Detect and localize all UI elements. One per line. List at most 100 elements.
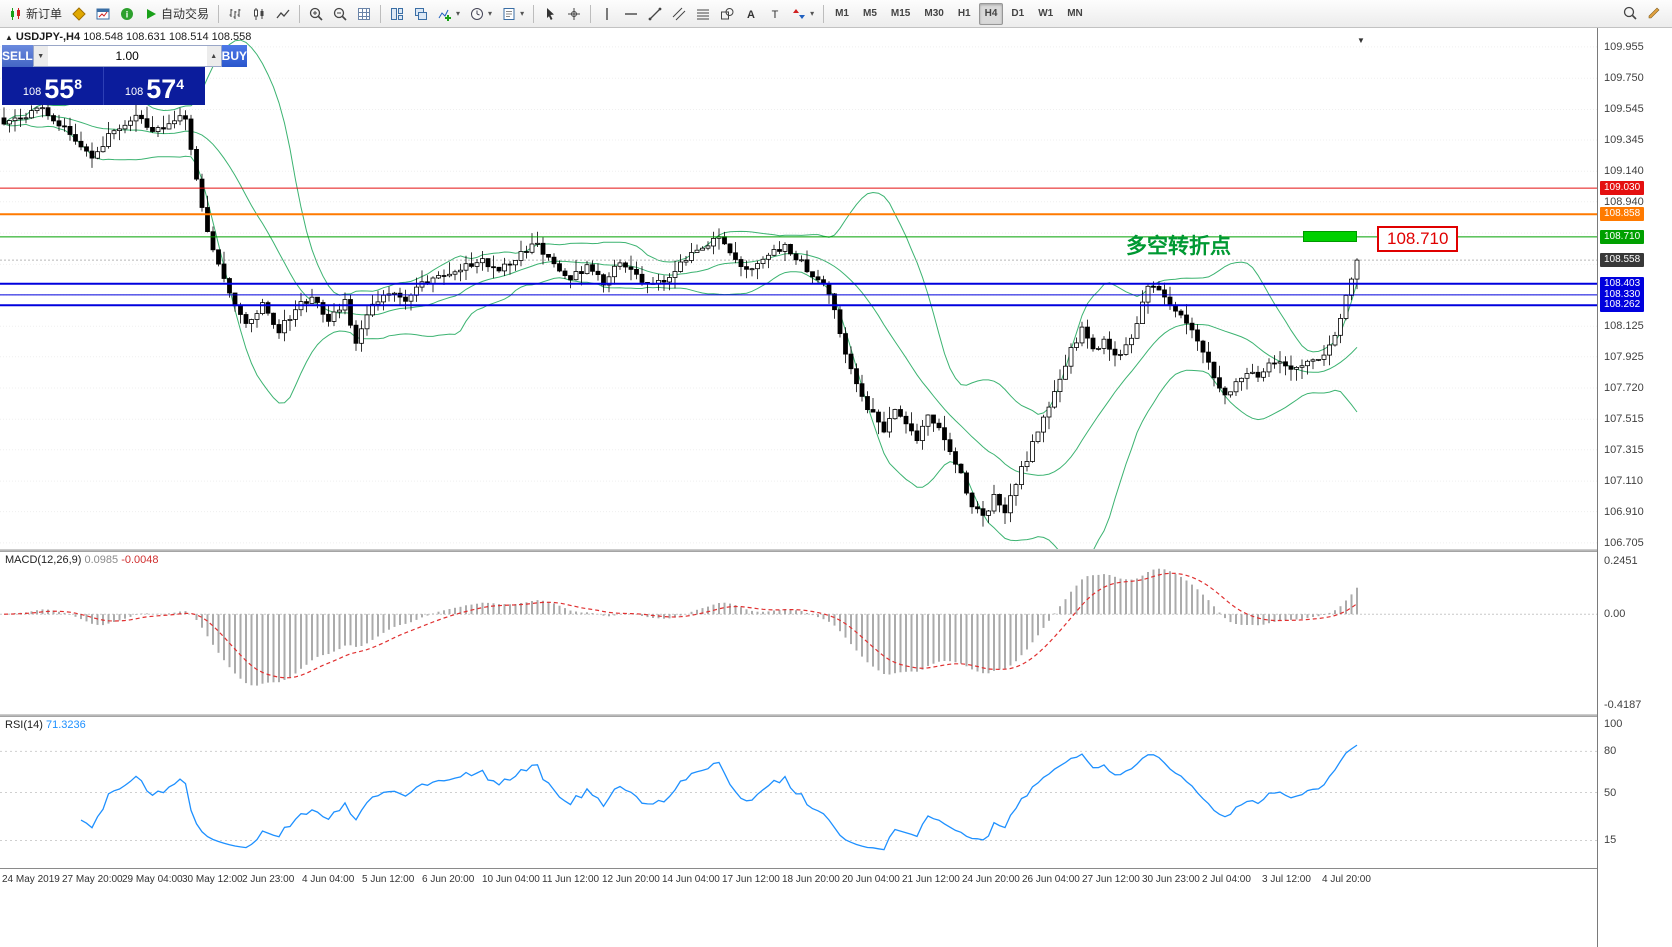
current-price-tag: 108.558 (1600, 253, 1645, 268)
macd-axis-label: -0.4187 (1604, 699, 1642, 711)
volume-decrease-button[interactable]: ▼ (33, 46, 48, 66)
panel-splitter[interactable] (0, 549, 1672, 552)
macd-panel[interactable] (0, 552, 1597, 714)
chart-annotation-text[interactable]: 多空转折点 (1126, 235, 1231, 258)
time-axis-label: 2 Jun 23:00 (242, 874, 295, 885)
arrows-button[interactable]: ▾ (788, 3, 818, 25)
search-button[interactable] (1619, 2, 1641, 24)
textT-icon: T (768, 7, 782, 21)
toolbar-right (1618, 2, 1666, 24)
chart-ohlc-values: 108.548 108.631 108.514 108.558 (83, 31, 252, 43)
rsi-panel[interactable] (0, 717, 1597, 868)
sell-button[interactable]: SELL (2, 45, 33, 67)
price-axis-label: 108.940 (1604, 195, 1644, 208)
buy-button[interactable]: BUY (221, 45, 248, 67)
price-callout-label[interactable]: 108.710 (1377, 226, 1459, 252)
main-chart[interactable] (0, 28, 1597, 567)
text-button[interactable]: A (740, 3, 762, 25)
toolbar-separator (823, 4, 825, 23)
time-axis-label: 18 Jun 20:00 (782, 874, 840, 885)
svg-text:i: i (126, 9, 129, 19)
candles-icon (252, 7, 266, 21)
price-level-tag: 108.403 (1600, 276, 1645, 291)
vertical-line-button[interactable] (596, 3, 618, 25)
grid-button[interactable] (353, 3, 375, 25)
horizontal-line-button[interactable] (620, 3, 642, 25)
crosshair-button[interactable] (563, 3, 585, 25)
rsi-axis-label: 50 (1604, 786, 1617, 799)
volume-increase-button[interactable]: ▲ (206, 46, 221, 66)
one-click-trading-panel: SELL ▼ ▲ BUY 108 55 8 108 57 4 (2, 45, 248, 105)
candlestick-chart-mode-button[interactable] (248, 3, 270, 25)
toolbar-buttons: 新订单 i 自动交易 ▾ ▾ ▾ A T ▾ (4, 3, 819, 25)
candle-pair-icon (9, 7, 23, 21)
panel-splitter[interactable] (0, 714, 1672, 717)
time-axis-label: 4 Jul 20:00 (1322, 874, 1371, 885)
timeframe-h4-button[interactable]: H4 (978, 2, 1004, 25)
auto-trading-button[interactable]: 自动交易 (140, 3, 213, 25)
volume-control: ▼ ▲ (32, 45, 222, 67)
macd-chart[interactable] (0, 552, 1597, 714)
timeframe-m15-button[interactable]: M15 (890, 8, 911, 19)
toolbar-separator (218, 4, 220, 23)
chart-shift-marker-icon[interactable]: ▼ (1357, 36, 1365, 45)
tile-windows-button[interactable] (386, 3, 408, 25)
zoom-in-button[interactable] (305, 3, 327, 25)
candles (1, 103, 1360, 527)
clock-icon (470, 7, 484, 21)
price-axis-label: 109.545 (1604, 103, 1644, 116)
rsi-indicator-label: RSI(14) 71.3236 (5, 719, 86, 731)
cascade-icon (414, 7, 428, 21)
indicators-button[interactable]: ▾ (434, 3, 464, 25)
templates-button[interactable]: ▾ (498, 3, 528, 25)
timeframe-h1-button[interactable]: H1 (957, 8, 971, 19)
bar-chart-mode-button[interactable] (224, 3, 246, 25)
new-order-label: 新订单 (26, 7, 63, 21)
dropdown-arrow-icon[interactable]: ▾ (520, 9, 525, 18)
fibonacci-retracement-button[interactable] (692, 3, 714, 25)
new-order-button[interactable]: 新订单 (5, 3, 66, 25)
candlestick-chart[interactable] (0, 28, 1597, 567)
data-window-button[interactable]: i (116, 3, 138, 25)
time-axis-label: 20 Jun 04:00 (842, 874, 900, 885)
dropdown-arrow-icon[interactable]: ▾ (810, 9, 815, 18)
open-chart-button[interactable] (92, 3, 114, 25)
timeframe-m5-button[interactable]: M5 (863, 8, 877, 19)
cursor-button[interactable] (539, 3, 561, 25)
volume-input[interactable] (47, 46, 207, 66)
timeframe-m30-button[interactable]: M30 (924, 8, 944, 19)
sell-price[interactable]: 108 55 8 (2, 67, 103, 105)
price-axis-label: 109.140 (1604, 165, 1644, 178)
dropdown-arrow-icon[interactable]: ▾ (488, 9, 493, 18)
equidistant-channel-button[interactable] (668, 3, 690, 25)
macd-axis-label: 0.2451 (1604, 555, 1638, 567)
macd-signal-value: -0.0048 (121, 554, 159, 566)
rsi-chart[interactable] (0, 717, 1597, 868)
play-icon (144, 7, 158, 21)
timeframe-m1-button[interactable]: M1 (835, 8, 849, 19)
time-axis-label: 26 Jun 04:00 (1022, 874, 1080, 885)
shapes-button[interactable] (716, 3, 738, 25)
profile-button[interactable] (68, 3, 90, 25)
buy-price[interactable]: 108 57 4 (104, 67, 205, 105)
chart-annotation-rectangle[interactable] (1303, 231, 1357, 242)
timeframe-d1-button[interactable]: D1 (1011, 8, 1025, 19)
periods-button[interactable]: ▾ (466, 3, 496, 25)
line-chart-mode-button[interactable] (272, 3, 294, 25)
trendline-button[interactable] (644, 3, 666, 25)
bid-ask-display: 108 55 8 108 57 4 (2, 67, 205, 105)
cascade-windows-button[interactable] (410, 3, 432, 25)
toolbar-separator (380, 4, 382, 23)
zoom-out-button[interactable] (329, 3, 351, 25)
price-axis-label: 107.315 (1604, 443, 1644, 456)
timeframe-w1-button[interactable]: W1 (1038, 8, 1054, 19)
quick-edit-button[interactable] (1643, 2, 1665, 24)
price-scale[interactable]: 109.955 109.750 109.545 109.345 109.140 108.9… (1597, 28, 1672, 947)
price-axis-label: 109.345 (1604, 134, 1644, 146)
text-label-button[interactable]: T (764, 3, 786, 25)
macd-main-value: 0.0985 (84, 554, 119, 566)
timeframe-toolbar: M1 M5 M15 M30 H1 H4 D1 W1 MN (828, 2, 1090, 25)
time-axis[interactable]: 24 May 2019 27 May 20:00 29 May 04:00 30 Ma… (0, 868, 1597, 892)
dropdown-arrow-icon[interactable]: ▾ (456, 9, 461, 18)
timeframe-mn-button[interactable]: MN (1067, 8, 1083, 19)
